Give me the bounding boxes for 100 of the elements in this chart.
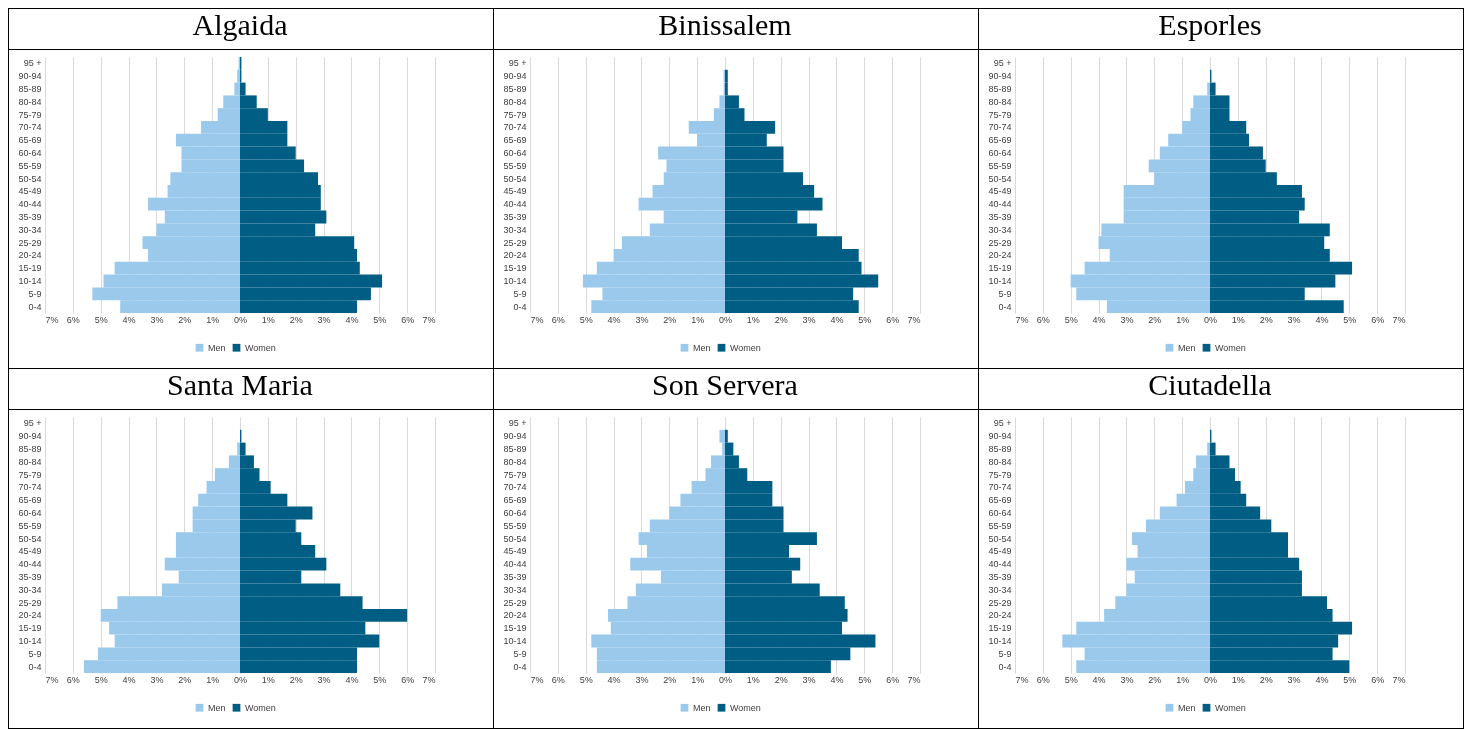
y-tick-label: 65-69 [503, 495, 527, 506]
x-tick-label: 4% [607, 674, 621, 685]
y-tick-label: 10-14 [988, 276, 1012, 286]
x-tick-label: 5% [1343, 674, 1357, 685]
y-tick-label: 45-49 [18, 186, 42, 197]
x-tick-label: 3% [150, 674, 164, 685]
y-tick-label: 35-39 [503, 212, 527, 222]
y-tick-label: 75-79 [503, 109, 527, 120]
x-tick-label: 6% [401, 314, 415, 325]
x-tick-label: 1% [206, 314, 220, 325]
y-tick-label: 10-14 [18, 636, 42, 646]
y-tick-label: 60-64 [503, 508, 527, 518]
x-tick-label: 0% [233, 674, 248, 685]
y-tick-label: 65-69 [988, 495, 1012, 506]
x-tick-label: 2% [663, 314, 677, 325]
y-tick-label: 40-44 [503, 199, 527, 210]
y-tick-label: 95 + [993, 418, 1012, 429]
y-tick-label: 85-89 [988, 444, 1012, 454]
x-tick-label: 4% [345, 314, 359, 325]
y-tick-label: 20-24 [988, 610, 1012, 621]
y-tick-label: 25-29 [988, 597, 1012, 608]
x-tick-label: 2% [1148, 674, 1162, 685]
legend-label: Women [245, 702, 276, 713]
x-tick-label: 7% [1015, 674, 1029, 685]
y-tick-label: 0-4 [998, 661, 1012, 672]
y-tick-label: 95 + [508, 418, 527, 429]
x-tick-label: 6% [66, 674, 80, 685]
x-tick-label: 5% [1064, 314, 1078, 325]
y-tick-label: 15-19 [988, 623, 1012, 634]
y-tick-label: 70-74 [503, 482, 527, 493]
legend-label: Women [245, 342, 276, 353]
y-tick-label: 80-84 [18, 456, 42, 467]
x-tick-label: 3% [150, 314, 164, 325]
x-tick-label: 7% [1392, 314, 1406, 325]
x-tick-label: 2% [774, 314, 788, 325]
y-tick-label: 15-19 [988, 263, 1012, 274]
y-tick-label: 5-9 [513, 288, 527, 299]
y-tick-label: 60-64 [988, 148, 1012, 158]
y-tick-label: 80-84 [988, 96, 1012, 107]
x-tick-label: 6% [401, 674, 415, 685]
x-tick-label: 4% [1092, 314, 1106, 325]
y-tick-label: 15-19 [18, 623, 42, 634]
y-tick-label: 95 + [23, 58, 42, 69]
y-tick-label: 85-89 [18, 444, 42, 454]
y-tick-label: 70-74 [988, 122, 1012, 133]
y-tick-label: 50-54 [18, 533, 42, 544]
y-tick-label: 5-9 [513, 648, 527, 659]
y-tick-label: 50-54 [503, 533, 527, 544]
y-tick-label: 40-44 [988, 199, 1012, 210]
y-tick-label: 90-94 [503, 431, 527, 442]
legend-label: Men [208, 702, 226, 713]
legend-label: Men [1178, 702, 1196, 713]
y-tick-label: 70-74 [988, 482, 1012, 493]
y-tick-label: 45-49 [988, 186, 1012, 197]
x-tick-label: 1% [1231, 314, 1245, 325]
x-tick-label: 4% [345, 674, 359, 685]
y-tick-label: 10-14 [503, 636, 527, 646]
y-tick-label: 20-24 [503, 610, 527, 621]
x-tick-label: 0% [718, 314, 733, 325]
legend-label: Women [1215, 702, 1246, 713]
x-tick-label: 1% [691, 314, 705, 325]
x-tick-label: 1% [1231, 674, 1245, 685]
x-tick-label: 2% [663, 674, 677, 685]
legend-label: Men [693, 702, 711, 713]
chart-title: Esporles [1158, 8, 1262, 41]
y-tick-label: 80-84 [18, 96, 42, 107]
x-tick-label: 5% [373, 674, 387, 685]
x-tick-label: 7% [422, 674, 436, 685]
x-tick-label: 6% [66, 314, 80, 325]
x-tick-label: 6% [1036, 674, 1050, 685]
x-tick-label: 5% [858, 674, 872, 685]
chart-title: Son Servera [652, 368, 798, 401]
y-tick-label: 60-64 [503, 148, 527, 158]
y-tick-label: 85-89 [988, 84, 1012, 94]
x-tick-label: 4% [122, 674, 136, 685]
x-tick-label: 3% [802, 314, 816, 325]
x-tick-label: 3% [1120, 674, 1134, 685]
chart-title: Ciutadella [1148, 368, 1272, 401]
y-tick-label: 30-34 [18, 224, 42, 235]
x-tick-label: 1% [691, 674, 705, 685]
y-tick-label: 35-39 [18, 572, 42, 582]
x-tick-label: 4% [830, 314, 844, 325]
x-tick-label: 1% [1176, 674, 1190, 685]
y-tick-label: 10-14 [18, 276, 42, 286]
y-tick-label: 25-29 [503, 597, 527, 608]
legend-label: Men [208, 342, 226, 353]
y-tick-label: 30-34 [18, 584, 42, 595]
x-tick-label: 2% [1148, 314, 1162, 325]
y-tick-label: 40-44 [988, 559, 1012, 570]
y-tick-label: 35-39 [988, 572, 1012, 582]
x-tick-label: 2% [289, 314, 303, 325]
y-tick-label: 75-79 [988, 109, 1012, 120]
y-tick-label: 65-69 [503, 135, 527, 146]
x-tick-label: 5% [94, 314, 108, 325]
x-tick-label: 5% [1343, 314, 1357, 325]
legend-label: Men [693, 342, 711, 353]
y-tick-label: 0-4 [28, 301, 42, 312]
y-tick-label: 65-69 [988, 135, 1012, 146]
y-tick-label: 50-54 [503, 173, 527, 184]
x-tick-label: 3% [802, 674, 816, 685]
